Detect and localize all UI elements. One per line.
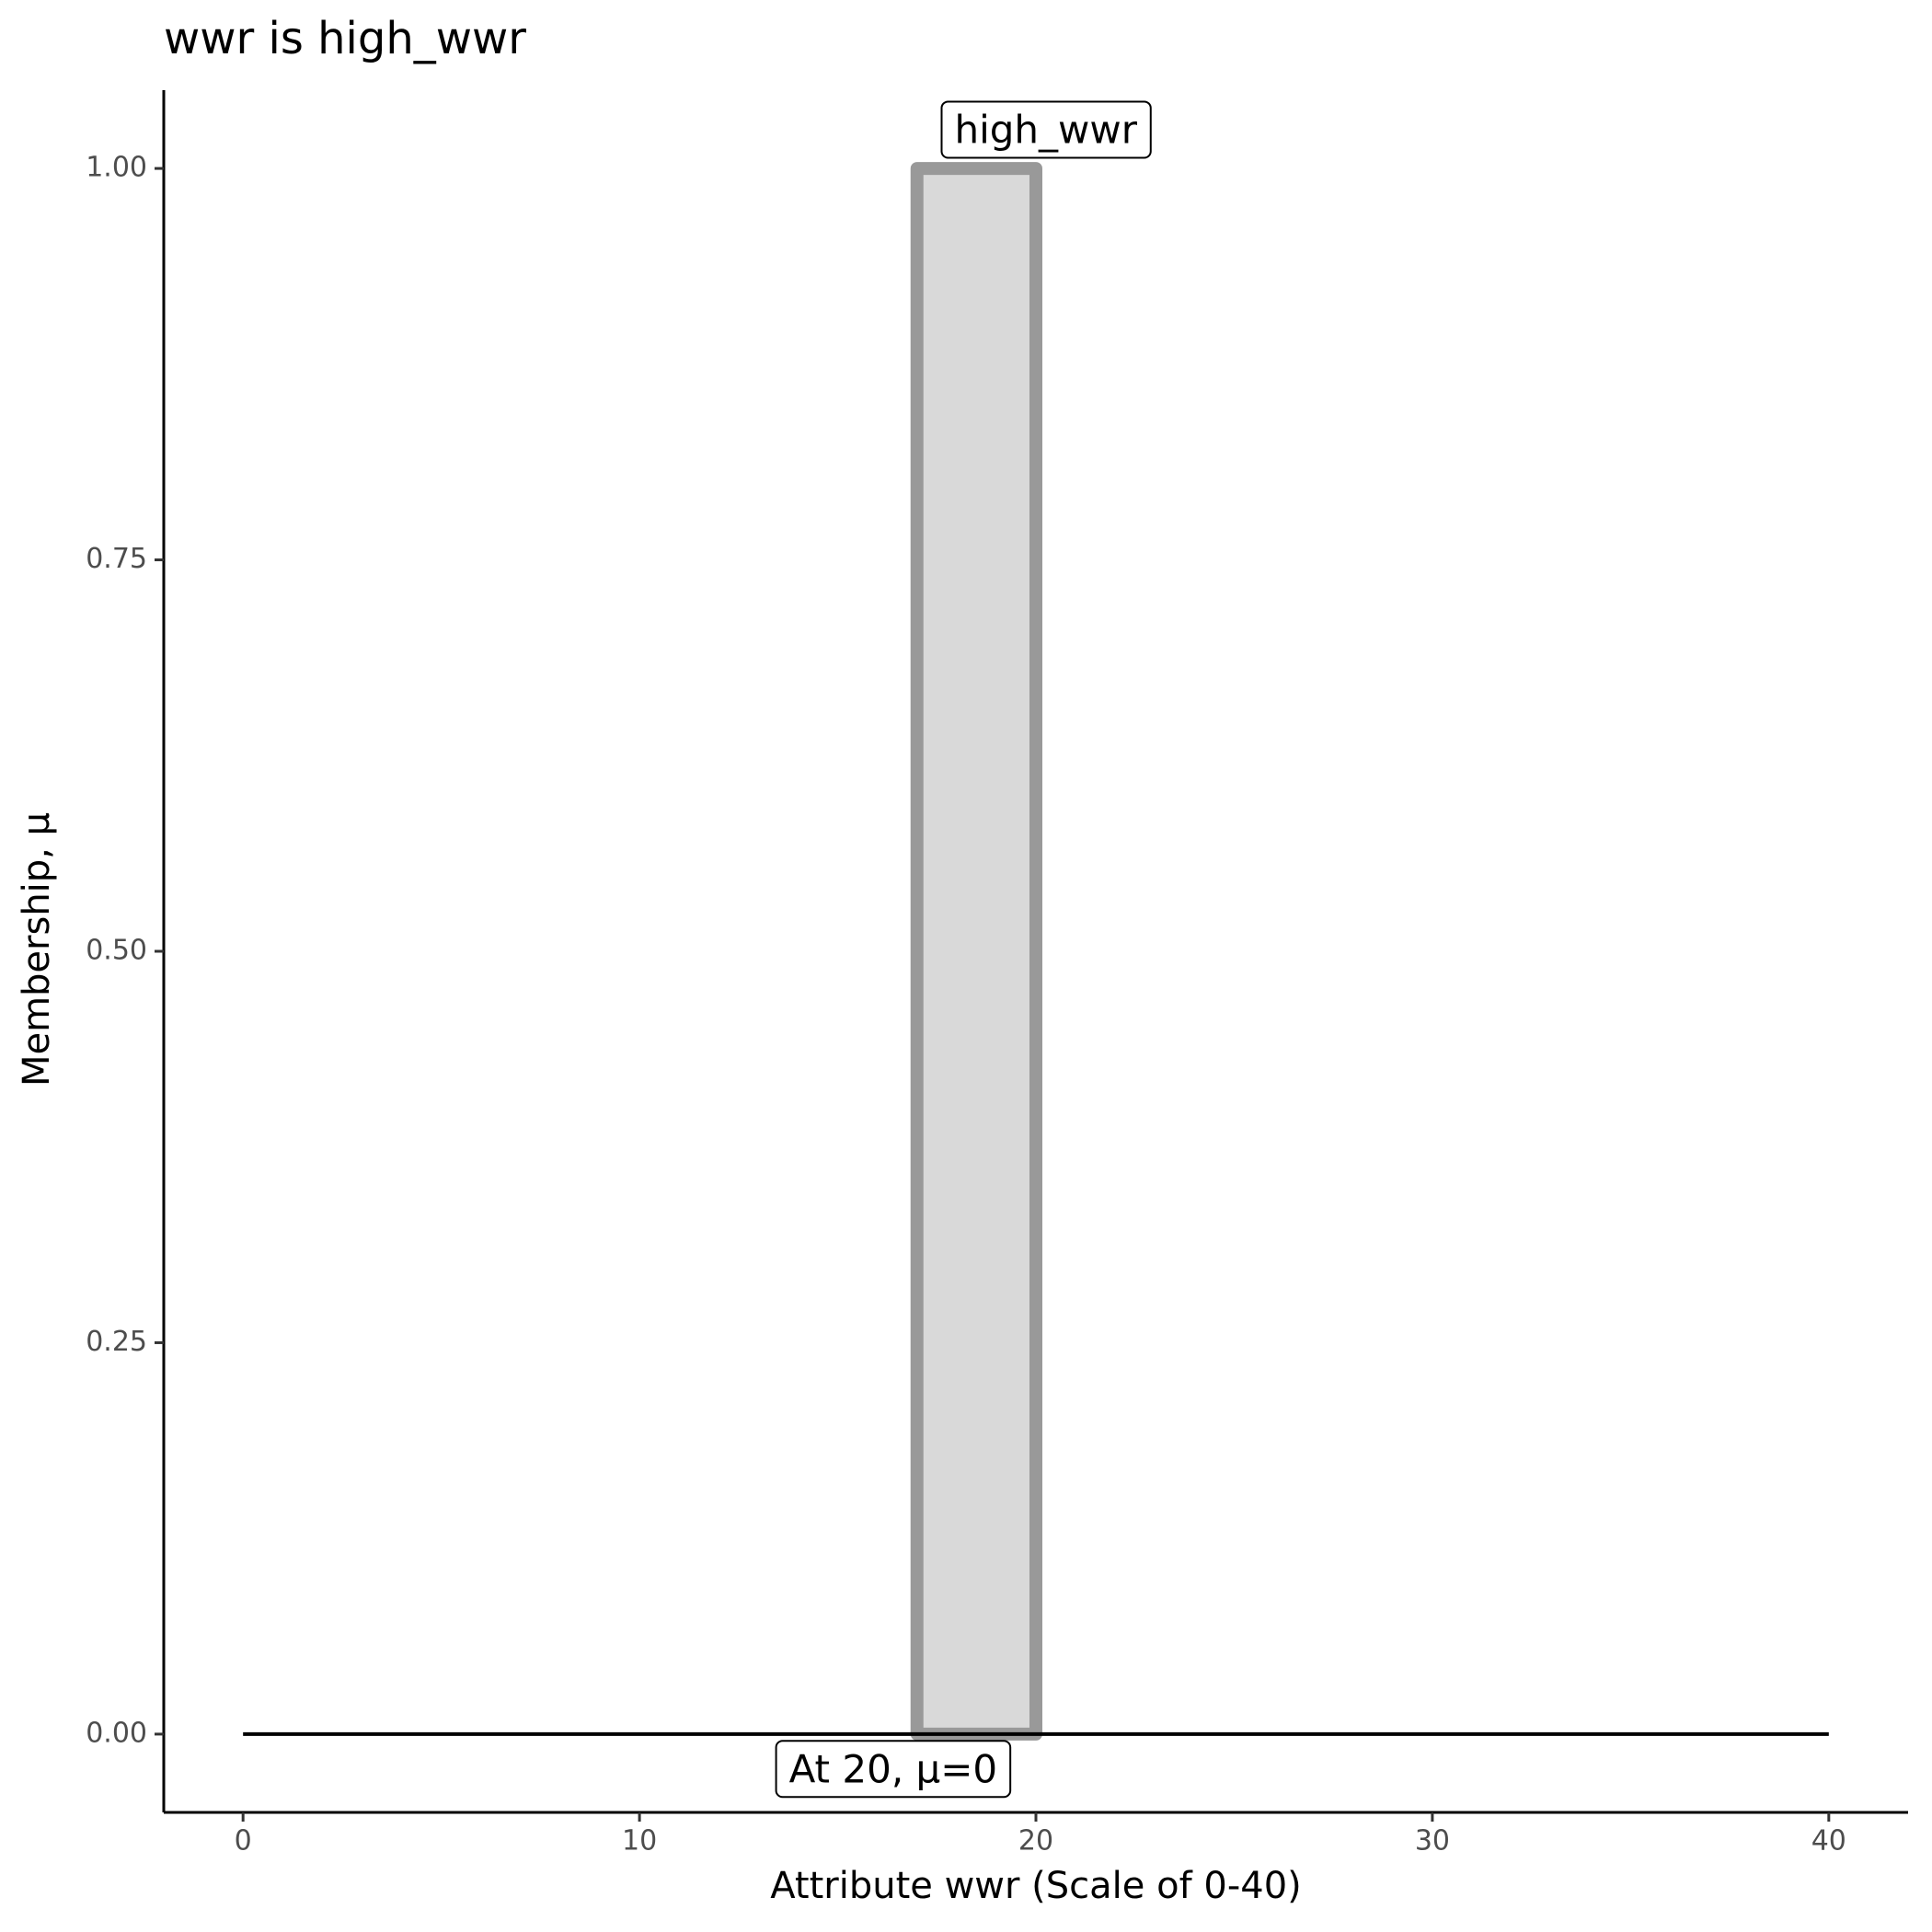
annotation-box [775, 1740, 1012, 1799]
y-axis-title: Membership, μ [16, 812, 58, 1087]
x-tick-label: 40 [1811, 1825, 1846, 1857]
y-tick-label: 1.00 [86, 152, 147, 184]
x-tick-label: 10 [622, 1825, 657, 1857]
membership-area [910, 162, 1042, 1741]
y-tick-label: 0.25 [86, 1326, 147, 1358]
chart-title: wwr is high_wwr [164, 13, 526, 64]
y-tick-label: 0.50 [86, 935, 147, 967]
annotation-box [940, 100, 1152, 159]
annotation-label: high_wwr [954, 107, 1137, 152]
x-tick-label: 0 [235, 1825, 252, 1857]
x-tick-label: 30 [1415, 1825, 1450, 1857]
x-tick-label: 20 [1018, 1825, 1053, 1857]
annotation-label: At 20, μ=0 [789, 1746, 998, 1791]
y-tick-label: 0.75 [86, 543, 147, 575]
y-tick-label: 0.00 [86, 1717, 147, 1749]
x-axis-title: Attribute wwr (Scale of 0-40) [770, 1865, 1302, 1907]
